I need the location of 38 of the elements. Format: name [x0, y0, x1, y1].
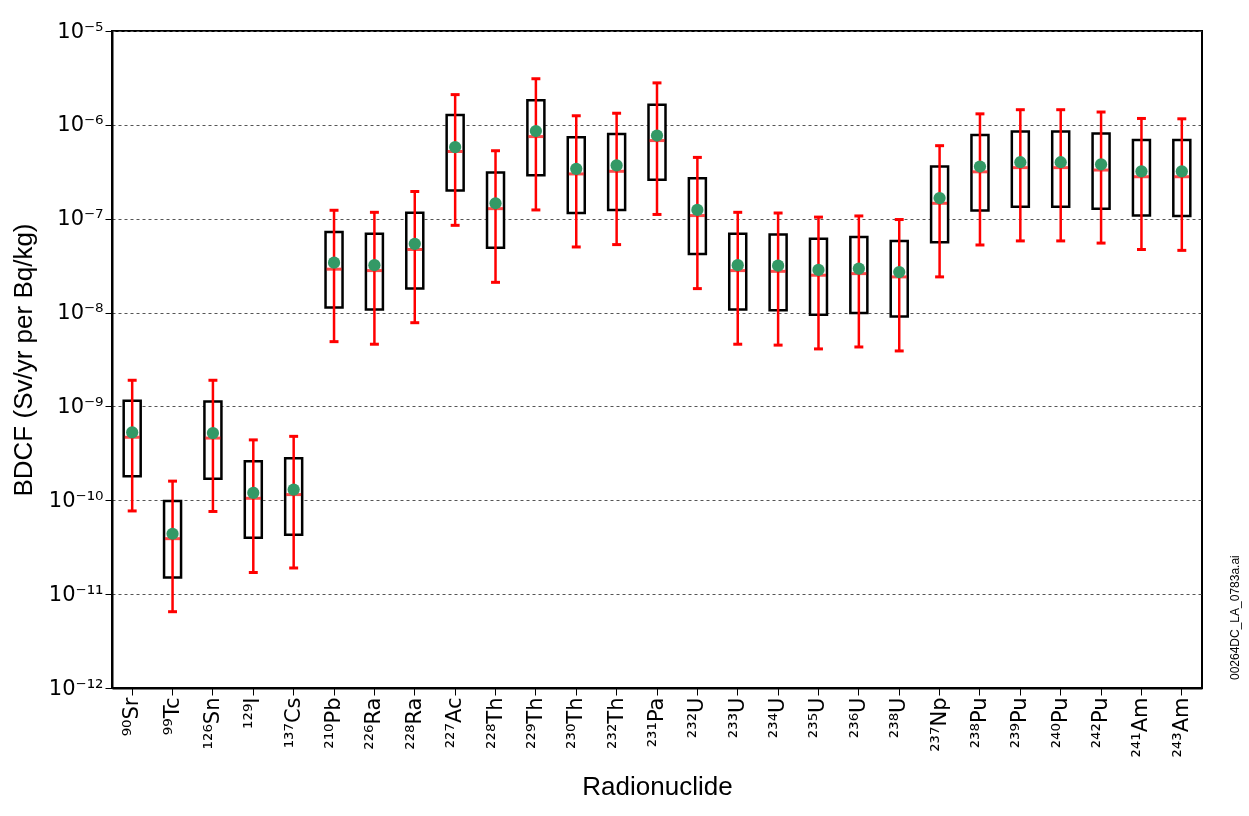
y-tick-label: 10⁻⁵ — [57, 18, 104, 43]
x-tick-label: ²³¹Pa — [644, 697, 668, 748]
x-tick-label: ²³⁴U — [765, 697, 790, 739]
x-tick-label: ²³²Th — [603, 697, 628, 749]
x-tick-label: ²²⁸Th — [482, 697, 507, 749]
x-tick-label: ²³⁸Pu — [966, 697, 991, 749]
x-tick-label: ²¹⁰Pb — [321, 697, 346, 749]
x-tick-label: ²⁴²Pu — [1088, 697, 1113, 749]
y-axis-title: BDCF (Sv/yr per Bq/kg) — [7, 223, 38, 497]
y-tick-label: 10⁻¹⁰ — [48, 487, 104, 512]
x-tick-label: ²³⁹Pu — [1007, 697, 1032, 749]
y-tick-label: 10⁻⁷ — [57, 206, 104, 231]
x-tick-label: ²³⁸U — [886, 697, 911, 739]
x-tick-label: ²²⁸Ra — [401, 697, 426, 750]
y-tick-label: 10⁻¹¹ — [48, 581, 104, 606]
x-tick-label: ²²⁶Ra — [361, 697, 386, 750]
x-tick-label: ²²⁷Ac — [442, 697, 467, 749]
x-tick-label: ¹²⁹I — [240, 697, 265, 729]
y-tick-label: 10⁻⁸ — [57, 300, 104, 325]
y-tick-label: 10⁻⁹ — [57, 393, 104, 418]
x-tick-label: ²⁴⁰Pu — [1047, 697, 1072, 749]
x-tick-label: ²⁴¹Am — [1128, 697, 1153, 758]
x-tick-label: ²³⁶U — [845, 697, 870, 739]
x-tick-label: ²³²U — [684, 697, 709, 739]
x-tick-label: ²⁴³Am — [1168, 697, 1193, 758]
x-tick-label: ²²⁹Th — [522, 697, 547, 749]
x-axis-title: Radionuclide — [582, 770, 733, 801]
y-tick-label: 10⁻¹² — [48, 675, 104, 700]
x-tick-label: ²³⁵U — [805, 697, 830, 739]
x-tick-label: ⁹⁹Tc — [159, 697, 184, 736]
y-tick-label: 10⁻⁶ — [57, 112, 104, 137]
x-tick-label: ¹²⁶Sn — [199, 697, 224, 750]
x-tick-label: ²³³U — [724, 697, 749, 739]
x-tick-label: ¹³⁷Cs — [280, 697, 305, 749]
x-tick-label: ⁹⁰Sr — [119, 697, 144, 737]
x-tick-label: ²³⁰Th — [563, 697, 588, 749]
text: 00264DC_LA_0783a.ai — [1228, 555, 1242, 680]
x-tick-label: ²³⁷Np — [926, 697, 951, 752]
